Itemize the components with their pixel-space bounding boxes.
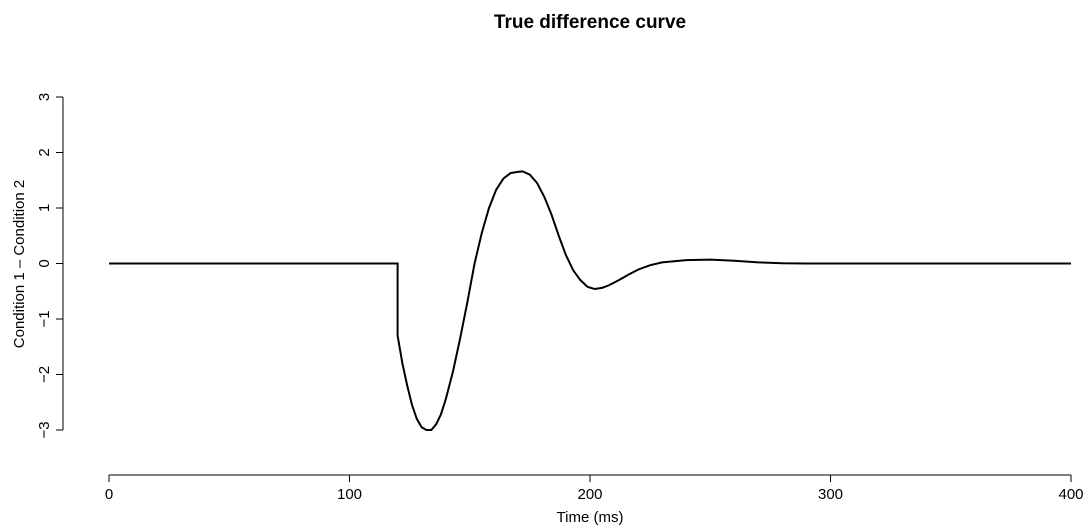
y-tick-label: −2 <box>36 366 53 383</box>
y-tick-label: 1 <box>36 204 53 212</box>
line <box>109 170 1071 431</box>
y-axis-label: Condition 1 – Condition 2 <box>11 180 28 348</box>
y-tick-label: 0 <box>36 259 53 267</box>
chart-title: True difference curve <box>494 12 686 33</box>
x-axis-label: Time (ms) <box>557 509 624 526</box>
x-tick-label: 0 <box>105 486 113 503</box>
x-tick-label: 200 <box>577 486 602 503</box>
y-tick-label: 2 <box>36 148 53 156</box>
x-tick-label: 300 <box>818 486 843 503</box>
x-tick-label: 100 <box>337 486 362 503</box>
y-tick-label: −3 <box>36 421 53 438</box>
y-tick-label: −1 <box>36 310 53 327</box>
x-tick-label: 400 <box>1058 486 1083 503</box>
y-tick-label: 3 <box>36 93 53 101</box>
